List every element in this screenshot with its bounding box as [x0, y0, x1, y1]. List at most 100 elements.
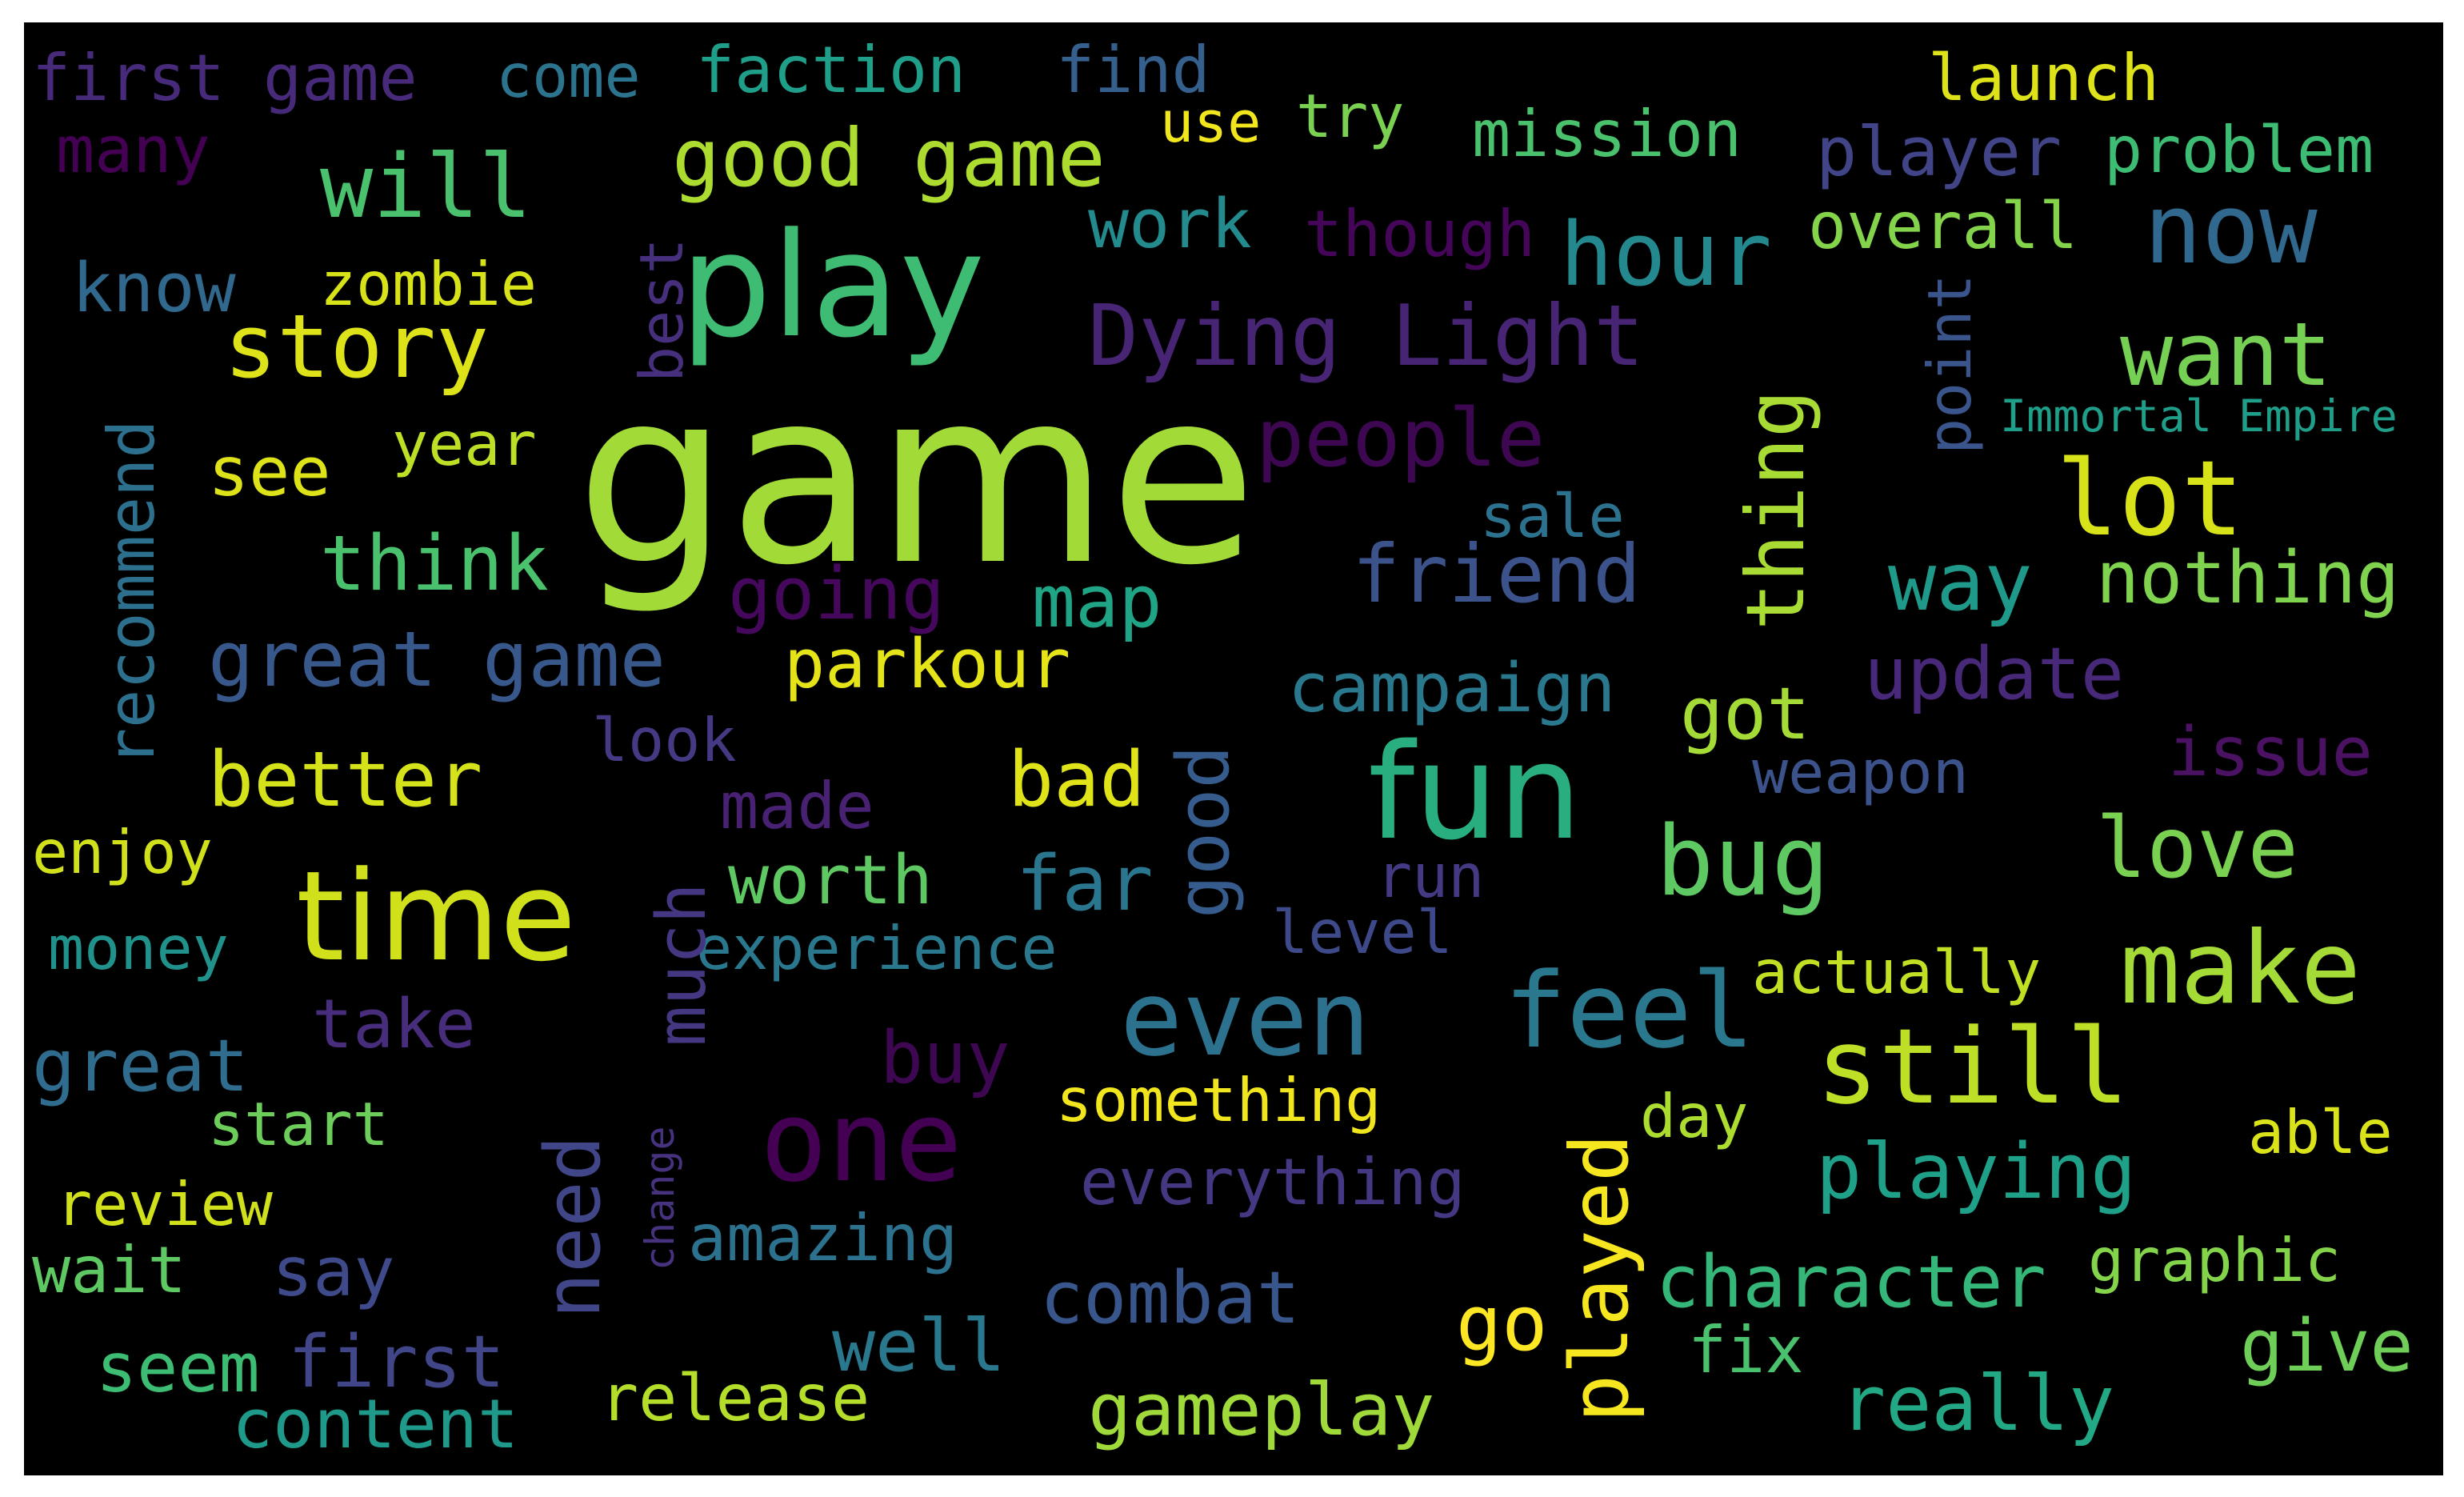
word-map: map — [1032, 560, 1162, 644]
word-want: want — [2120, 303, 2332, 406]
word-point: point — [1914, 274, 1985, 454]
word-bug: bug — [1656, 807, 1830, 918]
word-review: review — [56, 1169, 273, 1239]
word-campaign: campaign — [1288, 649, 1616, 728]
word-first: first — [288, 1320, 505, 1404]
word-wait: wait — [32, 1233, 186, 1307]
word-immortal-empire: Immortal Empire — [2000, 390, 2398, 442]
word-much: much — [642, 883, 722, 1047]
word-make: make — [2120, 911, 2362, 1027]
word-take: take — [312, 985, 476, 1064]
word-find: find — [1056, 33, 1210, 107]
word-player: player — [1816, 113, 2062, 192]
word-buy: buy — [880, 1016, 1010, 1100]
word-played: played — [1553, 1133, 1646, 1423]
word-recommend: recommend — [94, 419, 169, 767]
word-start: start — [208, 1089, 389, 1159]
word-day: day — [1640, 1081, 1749, 1151]
word-dying-light: Dying Light — [1088, 287, 1645, 385]
word-good: good — [1162, 745, 1246, 919]
word-hour: hour — [1560, 203, 1772, 306]
word-amazing: amazing — [688, 1201, 958, 1275]
word-bad: bad — [1008, 736, 1146, 824]
word-got: got — [1680, 672, 1810, 756]
word-friend: friend — [1352, 527, 1642, 621]
word-something: something — [1056, 1065, 1382, 1135]
word-far: far — [1016, 840, 1154, 928]
word-combat: combat — [1040, 1256, 1301, 1340]
word-give: give — [2240, 1304, 2414, 1388]
word-level: level — [1272, 897, 1453, 967]
word-work: work — [1088, 185, 1252, 264]
word-well: well — [832, 1304, 1006, 1388]
word-story: story — [224, 295, 490, 398]
word-now: now — [2144, 174, 2318, 286]
word-really: really — [1840, 1360, 2115, 1448]
word-lot: lot — [2056, 438, 2244, 559]
word-year: year — [392, 409, 537, 479]
word-everything: everything — [1080, 1145, 1466, 1219]
word-thing: thing — [1729, 389, 1822, 630]
word-fun: fun — [1368, 715, 1582, 869]
word-gameplay: gameplay — [1088, 1368, 1435, 1452]
word-will: will — [320, 135, 532, 238]
word-update: update — [1864, 632, 2125, 716]
word-best: best — [626, 238, 697, 382]
word-problem: problem — [2104, 113, 2374, 187]
word-first-game: first game — [32, 41, 418, 115]
word-made: made — [720, 769, 874, 843]
word-try: try — [1296, 81, 1405, 151]
word-way: way — [1888, 535, 2033, 629]
word-people: people — [1256, 391, 1546, 485]
word-love: love — [2096, 799, 2298, 897]
word-good-game: good game — [672, 111, 1106, 205]
word-need: need — [530, 1135, 618, 1319]
word-know: know — [72, 249, 236, 328]
word-see: see — [208, 433, 331, 512]
word-worth: worth — [728, 841, 933, 920]
word-still: still — [1816, 1006, 2130, 1127]
word-weapon: weapon — [1752, 737, 1969, 807]
word-graphic: graphic — [2088, 1225, 2342, 1295]
word-sale: sale — [1480, 481, 1625, 551]
word-issue: issue — [2168, 713, 2373, 792]
word-play: play — [680, 202, 986, 370]
word-run: run — [1376, 841, 1485, 911]
word-release: release — [600, 1361, 870, 1435]
word-even: even — [1120, 958, 1371, 1079]
word-great: great — [32, 1024, 249, 1108]
word-cloud: game play fun time one even feel still make lot no… — [24, 22, 2443, 1475]
word-money: money — [48, 913, 229, 983]
word-time: time — [296, 844, 577, 989]
word-say: say — [272, 1233, 395, 1312]
word-nothing: nothing — [2096, 536, 2400, 620]
word-better: better — [208, 736, 483, 824]
word-think: think — [320, 520, 549, 608]
word-character: character — [1656, 1240, 2046, 1324]
word-actually: actually — [1752, 937, 2042, 1007]
word-though: though — [1304, 197, 1535, 271]
word-zombie: zombie — [320, 249, 537, 319]
word-able: able — [2248, 1097, 2393, 1167]
word-experience: experience — [696, 913, 1058, 983]
word-mission: mission — [1472, 97, 1742, 171]
word-going: going — [728, 552, 945, 636]
word-parkour: parkour — [784, 625, 1071, 704]
word-enjoy: enjoy — [32, 817, 213, 887]
word-content: content — [232, 1385, 519, 1464]
word-great-game: great game — [208, 616, 666, 704]
word-one: one — [760, 1077, 962, 1207]
word-feel: feel — [1504, 950, 1755, 1071]
word-fix: fix — [1688, 1313, 1804, 1387]
word-look: look — [592, 705, 737, 775]
word-come: come — [496, 41, 641, 111]
word-playing: playing — [1816, 1128, 2137, 1216]
word-go: go — [1456, 1280, 1548, 1368]
word-many: many — [56, 113, 210, 187]
word-overall: overall — [1808, 189, 2078, 263]
word-seem: seem — [96, 1329, 260, 1408]
word-game: game — [576, 338, 1258, 618]
word-faction: faction — [696, 33, 966, 107]
word-use: use — [1160, 90, 1262, 155]
word-launch: launch — [1928, 41, 2159, 115]
